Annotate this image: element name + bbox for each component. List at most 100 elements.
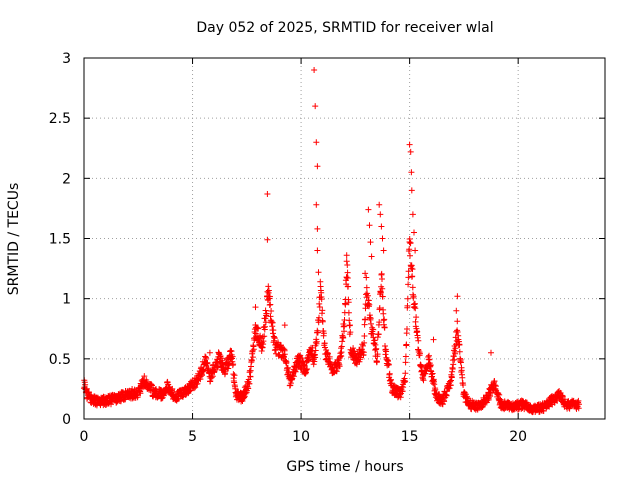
data-points: [81, 67, 582, 416]
data-point: [412, 305, 419, 312]
data-point: [344, 269, 351, 276]
data-point: [367, 315, 374, 322]
data-point: [320, 330, 327, 337]
data-point: [323, 347, 330, 353]
data-point: [342, 301, 349, 308]
data-point: [405, 274, 412, 281]
data-point: [245, 385, 252, 392]
data-point: [314, 163, 321, 170]
data-point: [376, 319, 383, 326]
data-point: [416, 350, 423, 357]
data-point: [290, 373, 297, 380]
x-tick-label: 10: [292, 429, 310, 445]
data-point: [83, 385, 90, 392]
data-point: [262, 319, 269, 326]
data-point: [454, 293, 461, 300]
data-point: [264, 191, 271, 197]
data-point: [448, 377, 454, 384]
data-point: [341, 328, 347, 335]
data-point: [407, 252, 413, 259]
data-point: [496, 391, 503, 398]
data-point: [373, 345, 380, 352]
data-point: [408, 262, 415, 269]
y-tick-label: 1.5: [49, 232, 71, 248]
data-point: [451, 356, 458, 363]
y-tick-label: 2.5: [49, 111, 71, 127]
data-point: [388, 380, 395, 387]
data-point: [406, 236, 413, 242]
data-point: [262, 323, 268, 330]
data-point: [366, 222, 373, 229]
data-point: [340, 334, 347, 341]
data-point: [267, 293, 273, 300]
data-point: [347, 322, 353, 329]
data-point: [450, 361, 457, 368]
data-point: [381, 316, 388, 323]
data-point: [347, 329, 354, 336]
data-point: [414, 334, 421, 341]
data-point: [283, 359, 290, 365]
data-point: [446, 385, 453, 392]
data-point: [362, 316, 369, 323]
data-point: [315, 269, 322, 276]
data-point: [362, 270, 369, 277]
data-point: [404, 295, 411, 302]
data-point: [407, 148, 414, 155]
data-point: [338, 349, 345, 356]
data-point: [326, 353, 333, 360]
data-point: [431, 381, 438, 388]
data-point: [316, 300, 323, 307]
data-point: [379, 285, 386, 292]
data-point: [262, 315, 269, 322]
data-point: [314, 247, 321, 254]
data-point: [204, 360, 211, 366]
data-point: [225, 365, 232, 372]
data-point: [422, 370, 429, 377]
data-point: [377, 289, 384, 296]
data-point: [255, 325, 262, 332]
data-point: [356, 358, 363, 365]
data-point: [405, 281, 412, 288]
data-point: [344, 262, 351, 268]
data-point: [316, 314, 322, 321]
data-point: [410, 293, 417, 300]
data-point: [292, 368, 299, 375]
data-point: [209, 373, 216, 380]
y-tick-label: 2: [62, 171, 71, 187]
data-point: [263, 310, 270, 317]
data-point: [241, 394, 248, 401]
data-point: [297, 352, 304, 359]
data-point: [404, 326, 410, 332]
y-axis-label: SRMTID / TECUs: [6, 183, 22, 296]
data-point: [454, 318, 461, 325]
data-point: [403, 341, 410, 348]
data-point: [405, 268, 412, 275]
data-point: [546, 403, 553, 410]
data-point: [441, 398, 448, 405]
data-point: [402, 359, 409, 366]
data-point: [453, 307, 460, 314]
data-point: [312, 103, 319, 110]
data-point: [379, 276, 385, 282]
data-point: [411, 229, 417, 236]
chart-title: Day 052 of 2025, SRMTID for receiver wla…: [196, 20, 493, 36]
data-point: [264, 288, 271, 295]
data-point: [313, 338, 320, 345]
data-point: [260, 338, 267, 345]
data-point: [456, 348, 463, 355]
data-point: [246, 380, 253, 387]
data-point: [252, 330, 259, 337]
data-point: [459, 374, 466, 381]
data-point: [448, 374, 455, 381]
data-point: [429, 370, 436, 377]
data-point: [402, 378, 409, 385]
data-point: [281, 351, 288, 358]
data-point: [231, 379, 238, 386]
data-point: [376, 201, 383, 208]
data-point: [344, 283, 351, 290]
data-point: [316, 304, 323, 310]
data-point: [452, 345, 459, 352]
data-point: [430, 336, 437, 343]
data-point: [402, 370, 409, 377]
